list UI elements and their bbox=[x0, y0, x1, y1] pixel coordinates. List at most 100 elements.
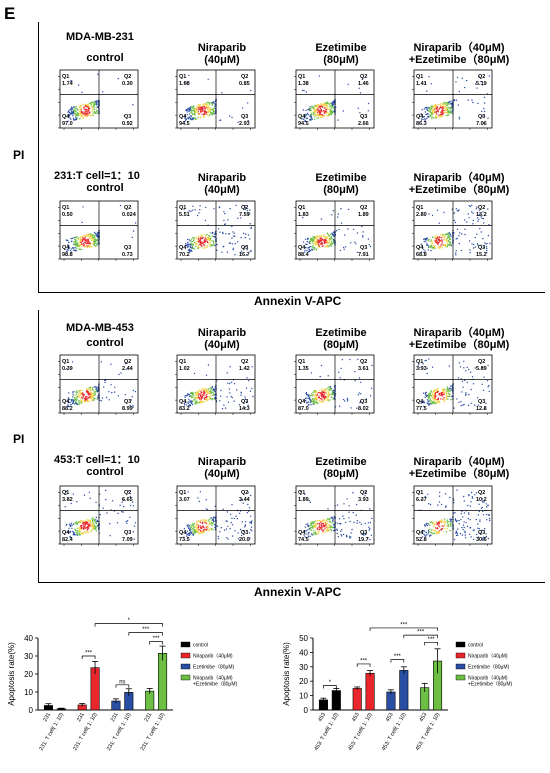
quadrant-label: Q4 bbox=[416, 114, 424, 120]
legend-swatch bbox=[455, 652, 466, 659]
y-tick-label: 30 bbox=[299, 663, 308, 672]
q3-value: 14.3 bbox=[239, 406, 250, 412]
quadrant-label: Q1 bbox=[62, 205, 69, 211]
q2-value: 0.30 bbox=[122, 81, 133, 87]
quadrant-label: Q3 bbox=[124, 399, 131, 405]
q2-value: 5.19 bbox=[476, 81, 487, 87]
q4-value: 83.2 bbox=[179, 406, 190, 412]
significance-bracket bbox=[424, 641, 438, 646]
legend-label-line2: +Ezetimibe（80μM) bbox=[468, 682, 512, 688]
quadrant-label: Q3 bbox=[241, 245, 248, 251]
condition-header-line2: +Ezetimibe（80μM) bbox=[408, 339, 510, 351]
significance-label: *** bbox=[142, 627, 150, 633]
bar bbox=[365, 672, 375, 711]
quadrant-label: Q1 bbox=[416, 74, 423, 80]
q4-value: 98.8 bbox=[62, 252, 73, 258]
significance-label: *** bbox=[394, 654, 402, 660]
significance-bracket bbox=[81, 655, 96, 659]
legend-swatch bbox=[180, 652, 191, 659]
condition-header-line1: Niraparib bbox=[197, 42, 247, 54]
condition-header-line2: (80μM) bbox=[323, 54, 359, 66]
quadrant-label: Q2 bbox=[360, 205, 367, 211]
condition-header: Niraparib (40μM) bbox=[163, 42, 281, 66]
quadrant-label: Q3 bbox=[478, 530, 485, 536]
bar bbox=[331, 690, 341, 711]
quadrant-label: Q4 bbox=[179, 530, 187, 536]
q3-value: 7.06 bbox=[476, 121, 487, 127]
significance-label: *** bbox=[417, 630, 425, 636]
condition-header-line2: (40μM) bbox=[204, 468, 240, 480]
q2-value: 10.2 bbox=[476, 497, 487, 503]
quadrant-label: Q2 bbox=[124, 490, 131, 496]
quadrant-label: Q2 bbox=[360, 359, 367, 365]
q1-value: 1.89 bbox=[298, 497, 309, 503]
q1-value: 3.07 bbox=[179, 497, 190, 503]
condition-header-line1: Niraparib bbox=[197, 172, 247, 184]
condition-header-line2: (40μM) bbox=[204, 54, 240, 66]
q2-value: 13.2 bbox=[476, 212, 487, 218]
coculture-label: 453:T cell=1：10 bbox=[54, 454, 140, 466]
bar bbox=[352, 688, 362, 711]
quadrant-label: Q1 bbox=[179, 359, 186, 365]
condition-header: Niraparib (40μM) bbox=[163, 456, 281, 480]
quadrant-label: Q4 bbox=[298, 245, 306, 251]
significance-bracket bbox=[115, 684, 130, 688]
q4-value: 77.5 bbox=[416, 406, 427, 412]
quadrant-label: Q3 bbox=[124, 530, 131, 536]
legend-swatch bbox=[455, 641, 466, 648]
q2-value: 2.44 bbox=[122, 366, 134, 372]
quadrant-label: Q3 bbox=[241, 399, 248, 405]
significance-label: *** bbox=[360, 658, 368, 664]
quadrant-label: Q2 bbox=[241, 359, 248, 365]
condition-header: control bbox=[46, 182, 164, 194]
significance-label: *** bbox=[400, 622, 408, 628]
significance-label: * bbox=[329, 680, 332, 686]
category-label: 231 bbox=[42, 712, 52, 723]
legend-label: Niraparib（40μM) bbox=[468, 676, 508, 682]
q3-value: 30.6 bbox=[476, 537, 487, 543]
q2-value: 3.61 bbox=[358, 366, 369, 372]
q1-value: 5.51 bbox=[179, 212, 190, 218]
bar bbox=[386, 691, 396, 711]
q4-value: 52.8 bbox=[416, 537, 427, 543]
legend-label: control bbox=[468, 643, 483, 649]
quadrant-label: Q2 bbox=[360, 490, 367, 496]
condition-header: Ezetimibe (80μM) bbox=[282, 42, 400, 66]
y-tick-label: 20 bbox=[299, 677, 308, 686]
condition-header-line1: Niraparib bbox=[197, 456, 247, 468]
y-tick-label: 0 bbox=[304, 706, 309, 715]
condition-header-line1: Ezetimibe bbox=[315, 42, 367, 54]
significance-bracket bbox=[94, 623, 163, 627]
significance-label: * bbox=[128, 618, 131, 624]
condition-header: Niraparib (40μM) bbox=[163, 327, 281, 351]
quadrant-label: Q2 bbox=[478, 74, 485, 80]
cell-line-label: MDA-MB-231 bbox=[66, 31, 134, 43]
q1-value: 0.50 bbox=[62, 212, 73, 218]
condition-header: Niraparib（40μM) +Ezetimibe（80μM) bbox=[400, 172, 518, 196]
legend-swatch bbox=[455, 674, 466, 681]
quadrant-label: Q2 bbox=[241, 490, 248, 496]
q1-value: 1.02 bbox=[179, 366, 190, 372]
significance-bracket bbox=[356, 663, 371, 667]
condition-header-line1: control bbox=[86, 52, 124, 64]
quadrant-label: Q2 bbox=[478, 359, 485, 365]
q4-value: 88.2 bbox=[62, 406, 73, 412]
quadrant-label: Q3 bbox=[478, 399, 485, 405]
quadrant-label: Q1 bbox=[298, 205, 305, 211]
bar bbox=[90, 667, 100, 711]
quadrant-label: Q1 bbox=[416, 490, 423, 496]
category-label: 453 bbox=[351, 712, 361, 723]
quadrant-label: Q3 bbox=[360, 399, 367, 405]
q2-value: 1.46 bbox=[358, 81, 369, 87]
y-tick-label: 10 bbox=[24, 688, 33, 697]
bar bbox=[158, 652, 168, 711]
condition-header-line1: Niraparib（40μM) bbox=[413, 456, 505, 468]
legend-swatch bbox=[180, 641, 191, 648]
q1-value: 1.41 bbox=[416, 81, 427, 87]
